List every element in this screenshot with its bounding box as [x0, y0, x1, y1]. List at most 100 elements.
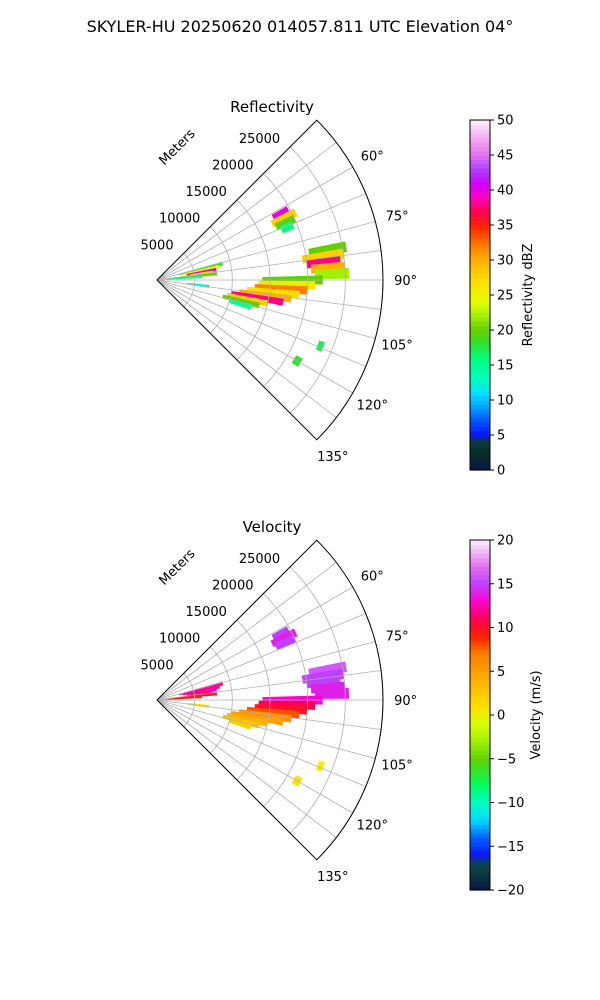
- colorbar-swatch: [470, 260, 490, 265]
- azimuth-tick-label: 60°: [361, 150, 384, 165]
- azimuth-tick-label: 105°: [381, 338, 412, 353]
- azimuth-gridline: [156, 699, 353, 814]
- radar-cell: [164, 275, 203, 280]
- colorbar-swatch: [470, 723, 490, 729]
- colorbar-swatch: [470, 776, 490, 782]
- colorbar-swatch: [470, 448, 490, 454]
- colorbar-swatch: [470, 758, 490, 764]
- colorbar-swatch: [470, 395, 490, 401]
- colorbar-tick-label: −5: [497, 752, 516, 767]
- azimuth-tick-label: 90°: [394, 274, 417, 289]
- colorbar-swatch: [470, 369, 490, 375]
- colorbar-swatch: [470, 386, 490, 392]
- colorbar-swatch: [470, 461, 490, 467]
- colorbar-swatch: [470, 881, 490, 887]
- radar-cell: [228, 298, 252, 310]
- colorbar-swatch: [470, 741, 490, 747]
- radar-cell: [228, 718, 252, 730]
- colorbar-swatch: [470, 155, 490, 160]
- colorbar-tick-label: 25: [497, 289, 514, 304]
- colorbar-swatch: [470, 618, 490, 624]
- colorbar-swatch: [470, 185, 490, 191]
- azimuth-tick-label: 135°: [317, 450, 348, 465]
- colorbar-swatch: [470, 601, 490, 607]
- radar-cell: [271, 206, 291, 222]
- azimuth-gridline: [156, 641, 376, 701]
- reflectivity-colorbar-label: Reflectivity dBZ: [521, 244, 536, 347]
- colorbar-swatch: [470, 806, 490, 812]
- colorbar-tick-label: 30: [497, 254, 514, 269]
- colorbar-tick-label: 5: [497, 429, 505, 444]
- colorbar-swatch: [470, 811, 490, 817]
- colorbar-tick-label: 45: [497, 149, 514, 164]
- azimuth-gridline: [156, 586, 353, 701]
- reflectivity-ppi-plot: 5000 10000 15000 20000 25000 60° 75° 90° 105° 120…: [141, 119, 417, 465]
- colorbar-swatch: [470, 203, 490, 209]
- colorbar-swatch: [470, 150, 490, 156]
- colorbar-swatch: [470, 255, 490, 261]
- colorbar-swatch: [470, 658, 490, 664]
- azimuth-gridline: [156, 699, 382, 730]
- azimuth-gridline: [156, 142, 337, 281]
- azimuth-gridline: [156, 670, 382, 701]
- colorbar-swatch: [470, 833, 490, 839]
- colorbar-swatch: [470, 146, 490, 152]
- colorbar-swatch: [470, 216, 490, 222]
- colorbar-swatch: [470, 693, 490, 699]
- sector-outline: [156, 539, 384, 861]
- azimuth-gridline: [156, 193, 366, 281]
- colorbar-swatch: [470, 793, 490, 799]
- colorbar-swatch: [470, 697, 490, 703]
- colorbar-swatch: [470, 566, 490, 572]
- colorbar-swatch: [470, 286, 490, 292]
- range-tick-label: 10000: [159, 632, 200, 647]
- colorbar-swatch: [470, 653, 490, 659]
- velocity-colorbar: −20 −15 −10 −5 0 5 10 15 20: [469, 534, 524, 899]
- radar-cell: [315, 340, 325, 352]
- colorbar-swatch: [470, 684, 490, 690]
- range-tick-label: 15000: [186, 605, 227, 620]
- colorbar-swatch: [470, 631, 490, 637]
- azimuth-tick-label: 120°: [357, 818, 388, 833]
- colorbar-swatch: [470, 754, 490, 760]
- colorbar-swatch: [470, 120, 490, 125]
- colorbar-swatch: [470, 141, 490, 147]
- colorbar-swatch: [470, 548, 490, 554]
- colorbar-tick-label: 50: [497, 114, 514, 129]
- azimuth-gridline: [156, 221, 376, 281]
- colorbar-tick-label: 10: [497, 394, 514, 409]
- radar-cell: [314, 267, 350, 279]
- colorbar-tick-label: −10: [497, 796, 524, 811]
- colorbar-swatch: [470, 583, 490, 589]
- azimuth-gridline: [156, 613, 366, 701]
- colorbar-swatch: [470, 168, 490, 174]
- colorbar-swatch: [470, 400, 490, 405]
- azimuth-gridline: [156, 562, 337, 701]
- colorbar-swatch: [470, 736, 490, 742]
- colorbar-swatch: [470, 588, 490, 594]
- colorbar-swatch: [470, 133, 490, 139]
- colorbar-swatch: [470, 579, 490, 585]
- colorbar-swatch: [470, 347, 490, 353]
- colorbar-swatch: [470, 763, 490, 769]
- colorbar-swatch: [470, 190, 490, 195]
- colorbar-swatch: [470, 382, 490, 388]
- radar-cell: [164, 695, 203, 700]
- colorbar-swatch: [470, 338, 490, 344]
- azimuth-gridline: [156, 699, 366, 787]
- azimuth-gridline: [156, 279, 353, 394]
- colorbar-swatch: [470, 680, 490, 685]
- range-tick-label: 5000: [141, 238, 174, 253]
- colorbar-swatch: [470, 640, 490, 646]
- colorbar-swatch: [470, 728, 490, 734]
- colorbar-swatch: [470, 570, 490, 576]
- range-tick-label: 25000: [239, 552, 280, 567]
- radar-cell: [182, 264, 220, 276]
- colorbar-swatch: [470, 435, 490, 440]
- colorbar-swatch: [470, 163, 490, 169]
- radar-cell: [314, 687, 350, 699]
- colorbar-swatch: [470, 439, 490, 445]
- colorbar-swatch: [470, 846, 490, 852]
- colorbar-swatch: [470, 732, 490, 738]
- azimuth-gridline: [156, 699, 376, 759]
